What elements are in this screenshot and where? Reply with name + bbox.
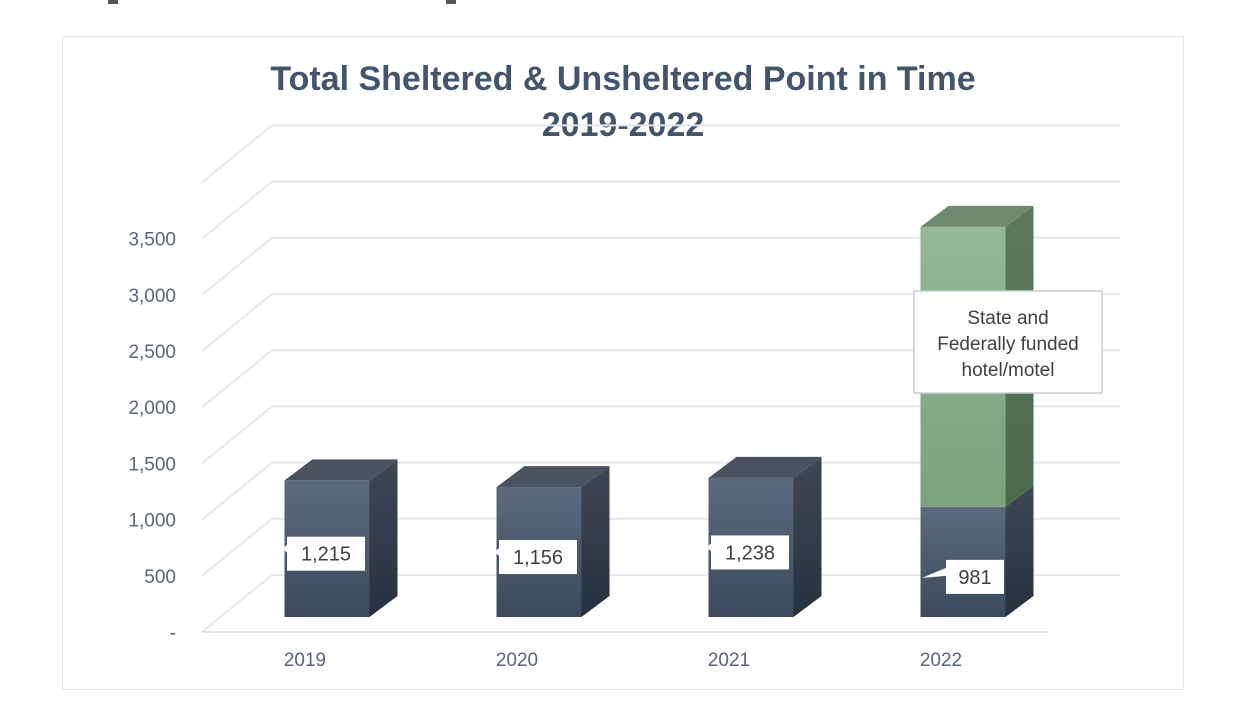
bar-top-2020	[496, 466, 610, 488]
x-axis: 2019 2020 2021 2022	[284, 650, 962, 671]
gridline-diagonal	[201, 180, 273, 240]
gridline-diagonal	[201, 293, 273, 352]
bar-side-2021-point-in-time-count	[793, 456, 822, 617]
y-tick-label: 1,000	[128, 511, 176, 532]
data-label-value: 1,238	[725, 542, 775, 564]
x-tick-label-2022: 2022	[920, 650, 962, 671]
y-axis: - 500 1,000 1,500 2,000 2,500 3,000 3,500	[128, 230, 176, 644]
y-tick-label: 500	[144, 567, 176, 588]
gridline-diagonal	[201, 124, 273, 184]
annotation-callout: State and Federally funded hotel/motel	[913, 290, 1103, 394]
bar-side-2019-point-in-time-count	[369, 459, 398, 617]
x-tick-label-2021: 2021	[708, 650, 750, 671]
bar-top-2019	[284, 459, 398, 481]
data-label-2022: 981	[922, 559, 1004, 594]
gridline-diagonal	[201, 237, 273, 296]
gridline-diagonal	[201, 349, 273, 408]
x-tick-label-2020: 2020	[496, 650, 538, 671]
bar-top-2021	[708, 456, 822, 478]
data-label-value: 1,215	[301, 544, 351, 566]
data-label-value: 981	[958, 567, 991, 589]
annotation-text-line: hotel/motel	[962, 360, 1055, 381]
cropped-mark-left	[108, 0, 118, 4]
gridline-diagonal	[201, 461, 273, 521]
bar-top-2022	[920, 205, 1034, 227]
annotation-text-line: Federally funded	[937, 334, 1079, 355]
bars	[284, 205, 1034, 617]
y-tick-label: 2,500	[128, 342, 176, 363]
bar-side-2020-point-in-time-count	[581, 466, 610, 617]
y-tick-label: 2,000	[128, 398, 176, 419]
chart-title-line1: Total Sheltered & Unsheltered Point in T…	[270, 60, 976, 98]
data-label-2021: 1,238	[707, 535, 789, 570]
y-tick-label: 1,500	[128, 454, 176, 475]
data-label-value: 1,156	[513, 547, 563, 569]
data-label-2019: 1,215	[283, 536, 365, 571]
x-tick-label-2019: 2019	[284, 650, 326, 671]
data-label-2020: 1,156	[495, 540, 577, 575]
bar-side-2022-point-in-time-count	[1005, 485, 1034, 617]
y-tick-label: -	[170, 623, 176, 644]
gridline-diagonal	[201, 574, 273, 633]
cropped-mark-right	[446, 0, 456, 4]
data-labels: 1,215 1,156 1,238 981 State and Federally fun…	[283, 290, 1103, 594]
y-tick-label: 3,000	[128, 286, 176, 307]
gridline-diagonal	[201, 405, 273, 465]
y-tick-label: 3,500	[128, 230, 176, 251]
gridline-diagonal	[201, 518, 273, 577]
annotation-text-line: State and	[967, 308, 1048, 329]
